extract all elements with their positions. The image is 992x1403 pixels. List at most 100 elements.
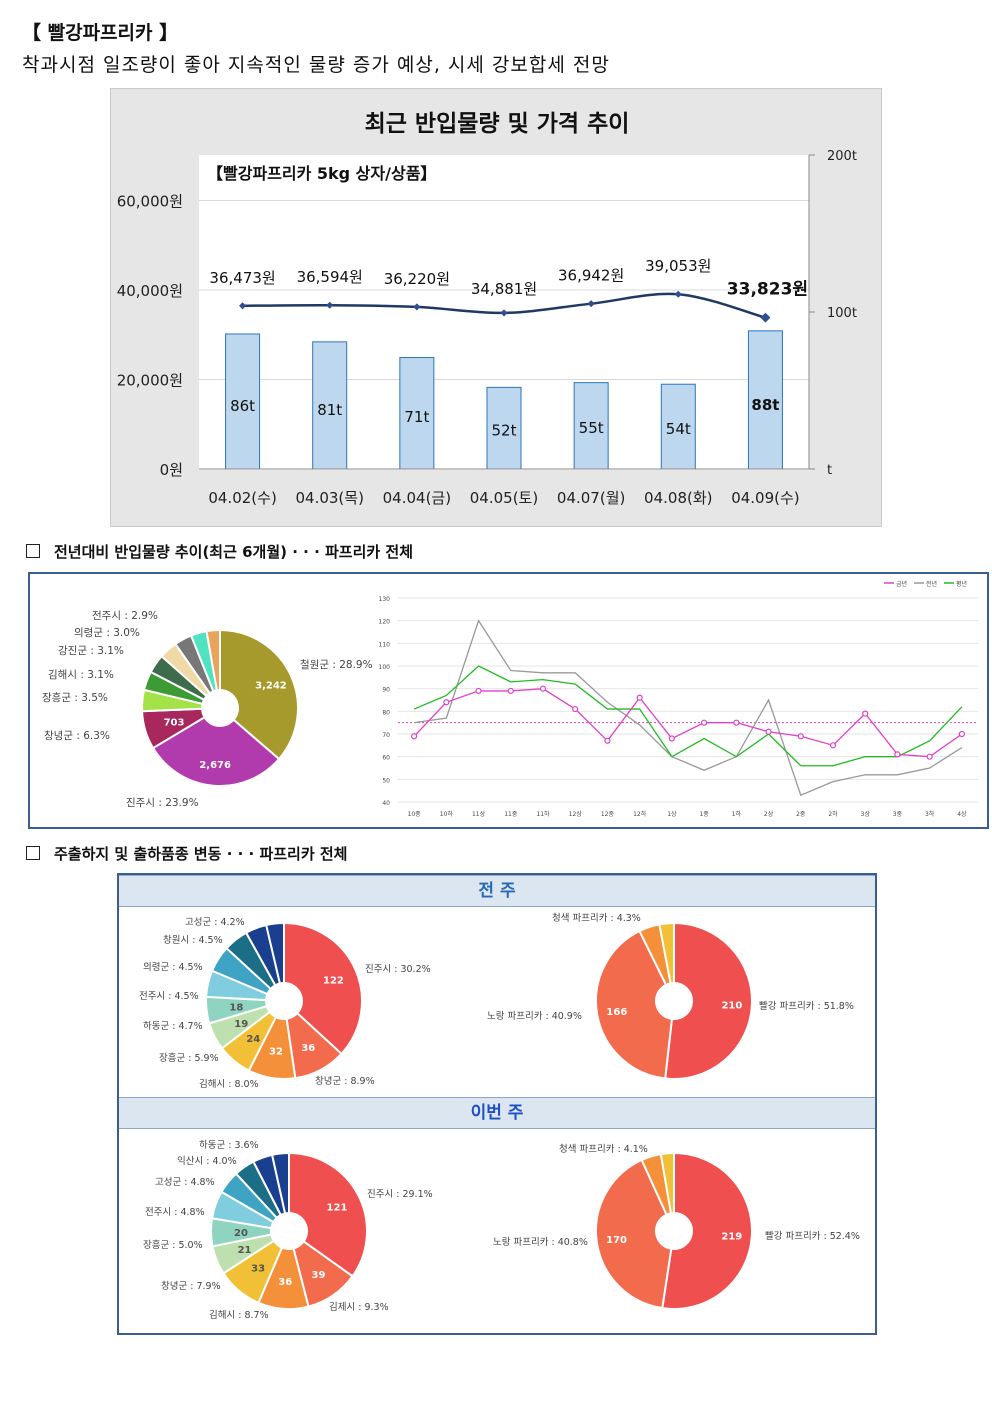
region-donut: 3,242 2,676 703 [141,628,299,787]
donut-slice [283,921,363,1056]
series-point [894,751,901,758]
x-tick-label: 04.03(목) [295,489,363,507]
slice-value-label: 210 [721,1000,742,1011]
checkbox-icon [26,544,40,558]
price-point [674,290,682,298]
x-tick-label: 1중 [699,811,709,818]
price-point [413,303,421,311]
section2-title: 전년대비 반입물량 추이(최근 6개월) · · · 파프리카 전체 [54,543,414,561]
left-tick-label: 0원 [160,461,183,479]
series-line [414,619,963,797]
pie-label: 전주시 : 4.8% [145,1207,205,1218]
x-tick-label: 10하 [440,810,454,818]
legend-label: 전년 [926,580,937,588]
x-tick-label: 2하 [828,810,838,818]
price-label: 33,823원 [727,280,808,300]
x-tick-label: 3상 [861,810,871,818]
series-point [539,685,547,692]
x-tick-label: 11하 [536,810,550,818]
x-tick-label: 2상 [764,810,774,818]
donut-slice [595,929,674,1080]
right-tick-label: 200t [827,149,857,164]
x-tick-label: 3하 [925,810,935,818]
series-point [765,728,772,735]
donut-slice [270,1151,290,1215]
donut-slice [219,628,299,761]
x-tick-label: 04.07(월) [557,489,625,507]
series-point [604,737,611,744]
volume-bar [312,341,348,470]
y-tick-label: 70 [382,732,390,739]
pie-label: 전주시 : 4.5% [139,991,199,1002]
volume-label: 86t [230,397,255,415]
slice-value-label: 33 [251,1264,265,1275]
slice-value-label: 19 [234,1019,248,1030]
y-tick-label: 90 [382,687,390,694]
donut-slice [288,1151,368,1278]
pie-label: 김해시 : 3.1% [48,668,114,681]
band-prev-week: 전 주 [119,875,875,907]
slice-value-label: 2,676 [199,760,231,771]
pie-label: 김해시 : 8.0% [199,1078,259,1090]
slice-value-label: 170 [606,1235,627,1246]
volume-bar [573,382,609,470]
series-point [862,710,869,717]
donut-slice [151,715,281,787]
price-label: 36,942원 [558,267,624,285]
slice-value-label: 122 [323,975,344,986]
price-label: 36,473원 [209,269,275,287]
cur-region-donut: 121 39 36 33 21 20 [210,1151,368,1310]
y-tick-label: 100 [379,664,391,671]
price-label: 39,053원 [645,257,711,275]
band-this-week: 이번 주 [119,1097,875,1129]
series-point [797,733,804,740]
x-tick-label: 04.08(화) [644,489,712,507]
pie-label: 강진군 : 3.1% [58,645,124,657]
section3-title: 주출하지 및 출하품종 변동 · · · 파프리카 전체 [54,845,348,863]
y-tick-label: 120 [379,619,391,626]
series-point [958,730,965,738]
slice-value-label: 20 [234,1228,248,1239]
pie-label: 하동군 : 3.6% [199,1139,259,1151]
prev-region-donut: 122 36 32 24 19 18 [205,921,363,1080]
donut-slice [661,1151,753,1310]
section2-heading: 전년대비 반입물량 추이(최근 6개월) · · · 파프리카 전체 [26,541,413,562]
y-tick-label: 130 [379,596,391,603]
pie-label: 고성군 : 4.2% [185,917,245,928]
pie-label: 하동군 : 4.7% [143,1020,203,1032]
x-tick-label: 04.09(수) [731,489,799,507]
slice-value-label: 219 [721,1231,742,1242]
y-tick-label: 110 [379,641,391,648]
page-title: 【 빨강파프리카 】 [22,22,179,44]
x-tick-label: 04.02(수) [208,489,276,507]
slice-value-label: 36 [301,1043,315,1054]
volume-label: 54t [666,420,691,438]
x-tick-label: 04.04(금) [383,489,451,507]
pie-label: 창녕군 : 7.9% [161,1281,221,1292]
slice-value-label: 703 [164,718,185,729]
y-tick-label: 40 [382,800,390,807]
volume-bar [660,383,696,470]
volume-label: 88t [751,396,779,414]
volume-bar [747,330,783,470]
pie-label: 김해시 : 8.7% [209,1309,269,1321]
left-tick-label: 60,000원 [117,193,183,211]
pie-label: 의령군 : 4.5% [143,961,203,973]
pie-label: 진주시 : 29.1% [367,1189,433,1200]
pie-label: 의령군 : 3.0% [74,627,140,639]
pie-label: 청색 파프리카 : 4.1% [559,1144,648,1155]
main-chart-panel: 최근 반입물량 및 가격 추이 【빨강파프리카 5kg 상자/상품】 86t 81… [110,88,882,527]
pie-label: 진주시 : 30.2% [365,964,431,975]
right-tick-label: t [827,463,832,478]
slice-value-label: 39 [311,1270,325,1281]
pie-label: 전주시 : 2.9% [92,610,158,622]
y-tick-label: 50 [382,777,390,784]
left-tick-label: 40,000원 [117,282,183,300]
pie-label: 진주시 : 23.9% [126,797,199,809]
left-tick-label: 20,000원 [117,372,183,390]
y-tick-label: 80 [382,709,390,716]
slice-value-label: 121 [327,1202,348,1213]
price-point [326,301,334,309]
volume-bar [486,386,522,470]
series-point [572,705,579,713]
